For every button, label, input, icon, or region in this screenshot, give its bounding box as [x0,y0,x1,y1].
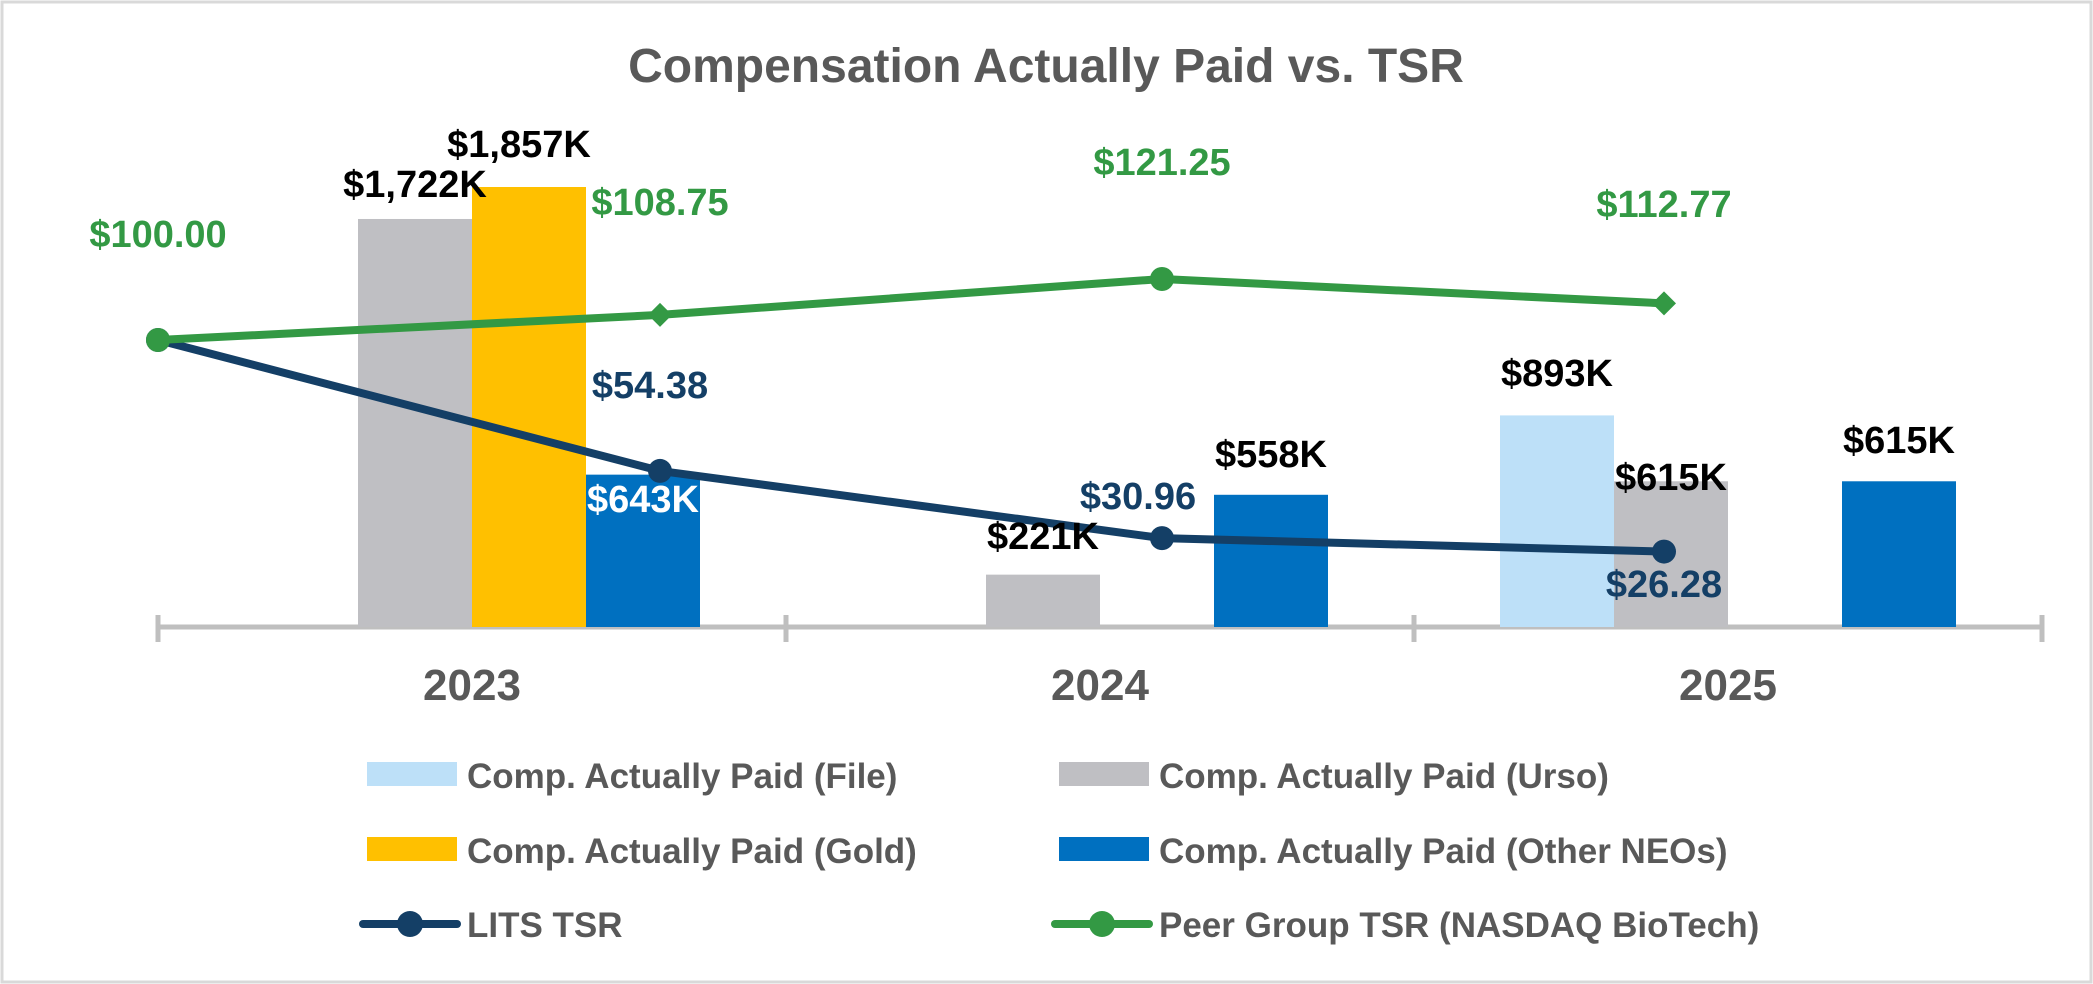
bar-label-comp-actually-paid-other-neos-2023: $643K [587,479,700,521]
bar-label-comp-actually-paid-urso-2023: $1,722K [343,164,487,206]
legend-swatch-comp-actually-paid-file [367,762,457,786]
point-peer-group-tsr-nasdaq-biotech-3 [1652,291,1676,316]
bars-layer [358,187,1956,628]
line-lits-tsr [156,336,1665,556]
legend-item-lits-tsr: LITS TSR [359,906,623,945]
legend-label-lits-tsr: LITS TSR [467,906,623,945]
bar-comp-actually-paid-other-neos-2024 [1214,494,1328,627]
bar-label-comp-actually-paid-urso-2024: $221K [987,516,1100,558]
point-peer-group-tsr-nasdaq-biotech-1 [648,302,672,327]
lines-layer [146,267,1676,564]
legend-swatch-comp-actually-paid-gold [367,837,457,861]
point-peer-group-tsr-nasdaq-biotech-2 [1150,267,1174,292]
legend-item-peer-group-tsr-nasdaq-biotech: Peer Group TSR (NASDAQ BioTech) [1051,906,1759,945]
bar-label-comp-actually-paid-file-2025: $893K [1501,353,1614,395]
legend-swatch-comp-actually-paid-urso [1059,762,1149,786]
line-label-lits-tsr-2: $30.96 [1080,476,1196,518]
line-label-lits-tsr-1: $54.38 [592,365,708,407]
legend: Comp. Actually Paid (File) Comp. Actually… [359,757,1759,945]
legend-swatch-comp-actually-paid-other-neos [1059,837,1149,861]
bar-label-comp-actually-paid-gold-2023: $1,857K [447,124,591,166]
bar-label-comp-actually-paid-other-neos-2024: $558K [1215,434,1328,476]
bar-comp-actually-paid-urso-2023 [358,218,472,628]
legend-label-comp-actually-paid-other-neos: Comp. Actually Paid (Other NEOs) [1159,832,1728,871]
legend-label-peer-group-tsr-nasdaq-biotech: Peer Group TSR (NASDAQ BioTech) [1159,906,1759,945]
point-lits-tsr-1 [648,458,672,483]
point-lits-tsr-3 [1652,539,1676,564]
line-label-peer-group-tsr-nasdaq-biotech-1: $108.75 [591,182,728,224]
labels-layer: $893K $1,722K $221K $615K $1,857K $643K $558K $… [89,124,1955,606]
x-tick-label-2023: 2023 [423,661,521,710]
x-axis: 2023 2024 2025 [155,615,2045,710]
x-tick-label-2025: 2025 [1679,661,1777,710]
point-lits-tsr-2 [1150,526,1174,551]
legend-marker-lits-tsr [397,911,423,937]
legend-item-comp-actually-paid-file: Comp. Actually Paid (File) [367,757,897,796]
legend-item-comp-actually-paid-gold: Comp. Actually Paid (Gold) [367,832,917,871]
legend-item-comp-actually-paid-other-neos: Comp. Actually Paid (Other NEOs) [1059,832,1728,871]
line-label-peer-group-tsr-nasdaq-biotech-2: $121.25 [1093,142,1230,184]
bar-comp-actually-paid-gold-2023 [472,187,586,627]
line-label-lits-tsr-3: $26.28 [1606,564,1722,606]
legend-label-comp-actually-paid-gold: Comp. Actually Paid (Gold) [467,832,917,871]
line-label-peer-group-tsr-nasdaq-biotech-0: $100.00 [89,214,226,256]
legend-label-comp-actually-paid-urso: Comp. Actually Paid (Urso) [1159,757,1609,796]
legend-label-comp-actually-paid-file: Comp. Actually Paid (File) [467,757,897,796]
line-peer-group-tsr-nasdaq-biotech [157,275,1665,344]
bar-comp-actually-paid-urso-2024 [986,574,1100,627]
bar-label-comp-actually-paid-other-neos-2025: $615K [1843,420,1956,462]
point-peer-group-tsr-nasdaq-biotech-0 [146,328,170,352]
chart-title: Compensation Actually Paid vs. TSR [628,40,1464,93]
bar-comp-actually-paid-other-neos-2023 [586,474,700,627]
legend-marker-peer-group-tsr-nasdaq-biotech [1089,911,1115,937]
bar-label-comp-actually-paid-urso-2025: $615K [1615,457,1728,499]
line-label-peer-group-tsr-nasdaq-biotech-3: $112.77 [1596,184,1731,226]
legend-item-comp-actually-paid-urso: Comp. Actually Paid (Urso) [1059,757,1609,796]
x-tick-label-2024: 2024 [1051,661,1149,710]
bar-comp-actually-paid-file-2025 [1500,415,1614,627]
bar-comp-actually-paid-other-neos-2025 [1842,481,1956,627]
